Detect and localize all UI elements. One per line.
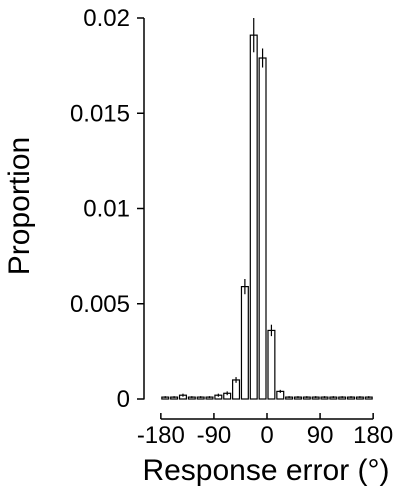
y-tick-label: 0.005 xyxy=(70,291,130,318)
y-tick-label: 0.015 xyxy=(70,100,130,127)
bars-group xyxy=(161,34,373,400)
y-tick-label: 0 xyxy=(117,386,130,413)
error-bars-group xyxy=(164,18,370,399)
bar xyxy=(267,329,276,400)
x-axis-title: Response error (°) xyxy=(142,454,389,487)
y-tick-label: 0.01 xyxy=(83,196,130,223)
bar xyxy=(240,286,249,400)
x-tick-label: -90 xyxy=(197,422,232,449)
bar xyxy=(249,34,258,400)
y-axis-title: Proportion xyxy=(3,137,36,275)
x-tick-label: 0 xyxy=(260,422,273,449)
x-ticks-group: -180 -90 0 90 180 xyxy=(137,413,393,449)
x-tick-label: 90 xyxy=(307,422,334,449)
x-tick-label: 180 xyxy=(353,422,393,449)
bar xyxy=(258,57,267,400)
y-tick-label: 0.02 xyxy=(83,5,130,32)
x-tick-label: -180 xyxy=(137,422,185,449)
y-ticks-group: 0 0.005 0.01 0.015 0.02 xyxy=(70,5,144,413)
